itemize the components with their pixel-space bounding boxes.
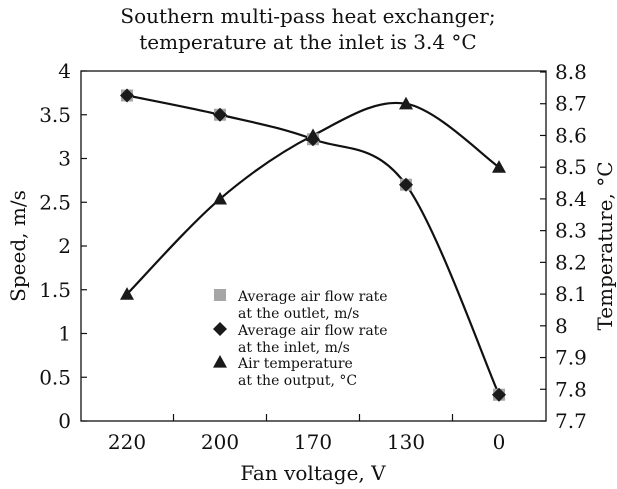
legend-label: at the outlet, m/s xyxy=(238,306,359,322)
y2-tick-label: 7.8 xyxy=(555,377,587,401)
legend-label: at the output, °C xyxy=(238,373,357,389)
chart-title: Southern multi-pass heat exchanger; xyxy=(120,4,495,28)
y2-tick-label: 8.3 xyxy=(555,219,587,243)
y-axis-label: Speed, m/s xyxy=(6,190,30,302)
y-tick-label: 3 xyxy=(58,147,71,171)
y-tick-label: 4 xyxy=(58,59,71,83)
y2-tick-label: 8.5 xyxy=(555,155,587,179)
legend-label: Average air flow rate xyxy=(237,289,388,305)
legend-label: Average air flow rate xyxy=(237,323,388,339)
x-axis-label: Fan voltage, V xyxy=(240,461,386,485)
y2-tick-label: 8.1 xyxy=(555,282,587,306)
legend-label: at the inlet, m/s xyxy=(238,340,350,356)
legend-label: Air temperature xyxy=(237,356,353,372)
y2-tick-label: 8.7 xyxy=(555,92,587,116)
y-tick-label: 2 xyxy=(58,234,71,258)
y2-axis-label: Temperature, °C xyxy=(593,161,617,330)
y-tick-label: 3.5 xyxy=(39,103,71,127)
y2-tick-label: 8.4 xyxy=(555,187,587,211)
y2-tick-label: 8 xyxy=(555,314,568,338)
y-tick-label: 0 xyxy=(58,409,71,433)
x-tick-label: 0 xyxy=(493,430,506,454)
y-tick-label: 0.5 xyxy=(39,365,71,389)
y-tick-label: 1 xyxy=(58,322,71,346)
legend-marker-diamond xyxy=(213,322,227,336)
y2-tick-label: 7.7 xyxy=(555,409,587,433)
y-tick-label: 2.5 xyxy=(39,190,71,214)
y2-tick-label: 8.8 xyxy=(555,60,587,84)
y2-tick-label: 7.9 xyxy=(555,346,587,370)
legend-marker-triangle xyxy=(213,355,227,368)
x-tick-label: 170 xyxy=(294,430,332,454)
y2-tick-label: 8.2 xyxy=(555,250,587,274)
y2-tick-label: 8.6 xyxy=(555,123,587,147)
x-tick-label: 220 xyxy=(108,430,146,454)
legend-marker-square xyxy=(214,289,226,301)
chart-subtitle: temperature at the inlet is 3.4 °C xyxy=(139,30,476,54)
x-tick-label: 200 xyxy=(201,430,239,454)
x-tick-label: 130 xyxy=(387,430,425,454)
y-tick-label: 1.5 xyxy=(39,278,71,302)
